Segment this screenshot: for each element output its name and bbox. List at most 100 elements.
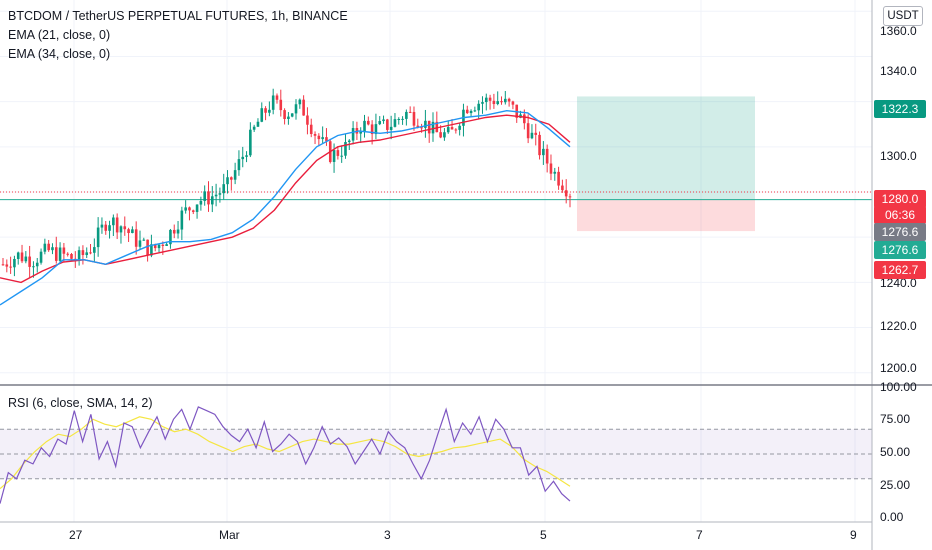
candle-body: [142, 239, 146, 241]
candle-body: [561, 185, 564, 191]
candle-body: [507, 98, 511, 102]
candle-body: [382, 119, 385, 122]
stop-zone: [577, 199, 755, 232]
candle-body: [226, 177, 229, 185]
ema21-line: [0, 109, 571, 306]
candle-body: [564, 190, 568, 197]
candle-body: [169, 229, 172, 245]
candle-body: [458, 125, 461, 130]
candle-body: [408, 111, 412, 113]
candle-body: [172, 229, 176, 234]
candle-body: [496, 101, 499, 105]
candle-body: [241, 156, 245, 160]
candle-body: [24, 256, 28, 262]
currency-button[interactable]: USDT: [883, 6, 923, 26]
candle-body: [218, 193, 222, 195]
candle-body: [420, 127, 423, 129]
candle-body: [58, 247, 62, 261]
candle-body: [195, 204, 199, 212]
time-tick: 5: [540, 528, 547, 542]
candle-body: [115, 217, 119, 233]
candle-body: [62, 247, 66, 254]
candle-body: [427, 120, 431, 134]
candle-body: [47, 243, 50, 251]
candle-body: [332, 150, 336, 162]
candle-body: [252, 126, 256, 130]
candle-body: [249, 129, 252, 156]
candle-body: [530, 132, 534, 139]
rsi-line: [0, 406, 571, 504]
candle-body: [203, 191, 206, 201]
candle-body: [32, 266, 35, 268]
candle-body: [180, 210, 184, 230]
time-tick: 3: [384, 528, 391, 542]
candle-body: [446, 127, 450, 133]
rsi-tick: 25.00: [880, 478, 911, 492]
candle-body: [230, 177, 233, 180]
rsi-sma-line: [0, 416, 571, 490]
time-tick: 27: [69, 528, 83, 542]
candle-body: [89, 252, 92, 254]
candle-body: [469, 110, 473, 114]
candle-body: [268, 109, 271, 113]
chart-grid: [0, 0, 872, 522]
candle-body: [131, 229, 134, 234]
candle-body: [450, 127, 454, 130]
candle-body: [325, 137, 328, 142]
candle-body: [13, 258, 16, 268]
candle-body: [108, 225, 111, 231]
candle-body: [35, 262, 39, 267]
symbol-title[interactable]: BTCDOM / TetherUS PERPETUAL FUTURES, 1h,…: [8, 9, 348, 23]
candle-body: [443, 132, 446, 138]
candle-body: [306, 115, 309, 125]
candle-body: [43, 243, 47, 252]
candle-body: [207, 191, 210, 205]
candle-body: [104, 224, 108, 231]
candle-body: [279, 99, 283, 111]
candle-body: [336, 150, 340, 156]
candle-body: [81, 250, 85, 256]
candle-body: [465, 109, 469, 114]
candle-body: [378, 121, 382, 125]
ema34-legend[interactable]: EMA (34, close, 0): [8, 47, 111, 61]
candle-body: [439, 132, 442, 138]
ema21-legend[interactable]: EMA (21, close, 0): [8, 28, 111, 42]
candle-body: [405, 111, 408, 119]
last-price-badge: 1280.0: [874, 190, 926, 208]
rsi-legend[interactable]: RSI (6, close, SMA, 14, 2): [8, 396, 153, 410]
candle-body: [542, 148, 545, 156]
candle-body: [188, 207, 191, 211]
candle-body: [481, 102, 484, 104]
candle-body: [374, 124, 378, 135]
candle-body: [473, 110, 477, 112]
price-tick: 1200.0: [880, 361, 917, 375]
candle-body: [9, 266, 12, 268]
candle-body: [488, 97, 492, 101]
target-zone: [577, 96, 755, 200]
time-tick: 7: [696, 528, 703, 542]
candle-body: [568, 196, 572, 198]
candle-body: [127, 229, 130, 234]
candle-body: [191, 210, 195, 212]
price-tick: 1300.0: [880, 149, 917, 163]
candle-body: [138, 240, 142, 247]
candle-body: [477, 103, 480, 111]
candle-body: [54, 247, 58, 261]
candle-body: [51, 247, 54, 251]
candle-body: [20, 252, 24, 262]
candle-body: [100, 224, 104, 228]
candle-body: [344, 142, 347, 156]
candle-body: [351, 128, 355, 141]
candle-body: [386, 119, 389, 130]
candle-body: [153, 244, 157, 249]
candle-body: [1, 264, 5, 266]
candle-body: [134, 229, 138, 247]
candle-body: [112, 217, 115, 226]
candle-body: [416, 125, 420, 128]
entry-price-badge: 1276.6: [874, 241, 926, 259]
candle-body: [397, 118, 401, 120]
candle-body: [184, 207, 187, 211]
candle-body: [363, 120, 366, 132]
